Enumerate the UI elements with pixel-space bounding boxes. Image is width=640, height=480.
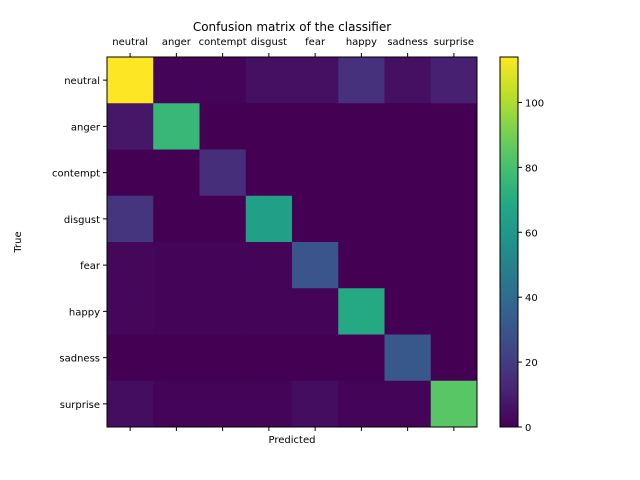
cell-fear-fear [292,242,339,289]
cell-happy-neutral [107,288,154,335]
chart-title: Confusion matrix of the classifier [193,20,391,34]
x-tick-label-happy: happy [346,37,377,48]
cell-surprise-disgust [245,380,293,428]
cell-contempt-surprise [430,149,478,197]
x-axis-ticks: neutral anger contempt disgust fear happy sadn… [112,37,474,431]
cell-sadness-neutral [107,334,154,382]
colorbar-tick-label-20: 20 [525,358,538,369]
colorbar [499,56,519,428]
x-tick-label-fear: fear [305,37,326,48]
cell-anger-disgust [245,103,293,150]
cell-anger-sadness [384,103,432,150]
cell-fear-happy [338,242,385,289]
x-tick-label-disgust: disgust [251,37,287,48]
cell-fear-neutral [107,242,154,289]
cell-contempt-disgust [245,149,293,197]
cell-disgust-anger [153,195,200,243]
cell-neutral-surprise [430,57,478,104]
cell-anger-contempt [199,103,247,150]
cell-neutral-disgust [245,57,293,104]
cell-contempt-happy [338,149,385,197]
cell-contempt-anger [153,149,200,197]
cell-surprise-sadness [384,380,432,428]
y-tick-label-neutral: neutral [64,76,100,87]
y-tick-label-fear: fear [80,261,101,272]
cell-surprise-neutral [107,380,154,428]
cell-happy-fear [292,288,339,335]
cell-sadness-anger [153,334,200,382]
cell-sadness-fear [292,334,339,382]
cell-surprise-fear [292,380,339,428]
cell-anger-anger [153,103,200,150]
colorbar-tick-label-0: 0 [525,423,531,434]
cell-anger-happy [338,103,385,150]
colorbar-tick-label-80: 80 [525,163,538,174]
cell-contempt-sadness [384,149,432,197]
cell-neutral-contempt [199,57,247,104]
cell-sadness-sadness [384,334,432,382]
y-tick-label-disgust: disgust [64,215,100,226]
cell-fear-anger [153,242,200,289]
colorbar-tick-label-40: 40 [525,293,538,304]
cell-contempt-neutral [107,149,154,197]
y-axis-ticks: neutral anger contempt disgust fear happy sadn… [52,76,107,411]
cell-anger-fear [292,103,339,150]
cell-contempt-fear [292,149,339,197]
cell-disgust-sadness [384,195,432,243]
cell-fear-sadness [384,242,432,289]
cell-disgust-disgust [245,195,293,243]
y-tick-label-happy: happy [69,307,100,318]
cell-surprise-contempt [199,380,247,428]
x-tick-label-sadness: sadness [387,37,428,48]
cell-neutral-happy [338,57,385,104]
cell-fear-surprise [430,242,478,289]
cell-contempt-contempt [199,149,247,197]
cell-anger-neutral [107,103,154,150]
cell-neutral-sadness [384,57,432,104]
x-tick-label-neutral: neutral [112,37,148,48]
y-tick-label-anger: anger [71,122,101,133]
cell-neutral-fear [292,57,339,104]
y-axis-label: True [13,231,24,253]
cell-disgust-fear [292,195,339,243]
cell-happy-disgust [245,288,293,335]
cell-anger-surprise [430,103,478,150]
cell-disgust-neutral [107,195,154,243]
cell-sadness-disgust [245,334,293,382]
cell-fear-disgust [245,242,293,289]
cell-happy-contempt [199,288,247,335]
cell-surprise-happy [338,380,385,428]
cell-happy-anger [153,288,200,335]
heatmap-cells [107,57,478,428]
x-tick-label-anger: anger [162,37,192,48]
colorbar-ticks: 0 20 40 60 80 100 [518,98,544,434]
plot-frame [106,56,478,428]
cell-surprise-anger [153,380,200,428]
cell-disgust-happy [338,195,385,243]
y-tick-label-surprise: surprise [60,400,100,411]
colorbar-tick-label-100: 100 [525,98,544,109]
cell-fear-contempt [199,242,247,289]
colorbar-tick-label-60: 60 [525,228,538,239]
y-tick-label-contempt: contempt [52,169,100,180]
cell-happy-surprise [430,288,478,335]
cell-happy-sadness [384,288,432,335]
x-tick-label-surprise: surprise [434,37,474,48]
cell-neutral-neutral [107,57,154,104]
cell-disgust-contempt [199,195,247,243]
y-tick-label-sadness: sadness [59,354,100,365]
x-axis-label: Predicted [269,435,316,446]
cell-happy-happy [338,288,385,335]
cell-sadness-contempt [199,334,247,382]
cell-neutral-anger [153,57,200,104]
cell-surprise-surprise [430,380,478,428]
x-tick-label-contempt: contempt [199,37,247,48]
cell-sadness-happy [338,334,385,382]
cell-disgust-surprise [430,195,478,243]
cell-sadness-surprise [430,334,478,382]
